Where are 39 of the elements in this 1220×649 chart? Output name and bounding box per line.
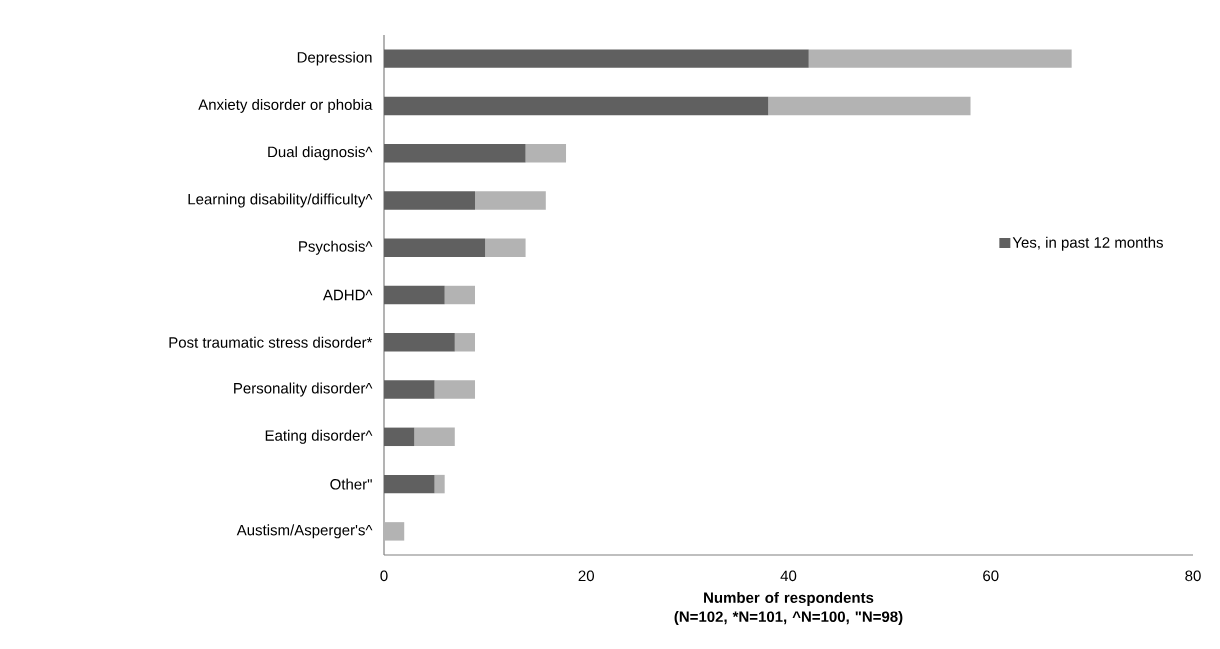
x-tick-label: 40 [780, 570, 797, 582]
bar [384, 238, 486, 257]
x-axis-title: Number of respondents (N=102, *N=101, ^N=100, "N=98) [674, 591, 903, 625]
x-tick-label: 20 [578, 570, 594, 582]
y-tick-label: Personality disorder^ [234, 382, 373, 397]
x-tick-label: 80 [1185, 570, 1201, 582]
bar [808, 49, 1072, 68]
bar [384, 285, 445, 305]
bar [444, 285, 476, 305]
bar [434, 380, 476, 399]
bar [384, 191, 476, 210]
legend-label: Yes, in past 12 months [1012, 236, 1163, 251]
y-tick-label: Learning disability/difficulty^ [188, 193, 373, 208]
y-tick-label: Depression [297, 51, 372, 66]
y-tick-label: Austism/Asperger's^ [236, 524, 373, 539]
y-tick-label: ADHD^ [322, 289, 373, 301]
bar [454, 333, 476, 352]
y-tick-label: Psychosis^ [299, 240, 373, 255]
bar [525, 143, 567, 163]
bar [384, 96, 769, 116]
bar [768, 96, 971, 116]
y-tick-label: Other" [330, 478, 372, 490]
x-tick-label: 60 [983, 570, 999, 582]
bar [384, 333, 455, 352]
bar [384, 380, 435, 399]
x-tick-label: 0 [380, 570, 388, 582]
bar [384, 49, 809, 68]
bar [384, 143, 526, 163]
y-tick-label: Eating disorder^ [265, 429, 373, 444]
y-tick-label: Dual diagnosis^ [268, 146, 373, 161]
bar [384, 474, 435, 494]
bar [384, 427, 415, 447]
bar [475, 191, 546, 210]
y-tick-label: Post traumatic stress disorder* [169, 336, 373, 348]
y-tick-label: Anxiety disorder or phobia [198, 98, 373, 113]
bar [485, 238, 526, 257]
bar [414, 427, 455, 447]
bar [384, 522, 405, 541]
bar [434, 474, 445, 494]
